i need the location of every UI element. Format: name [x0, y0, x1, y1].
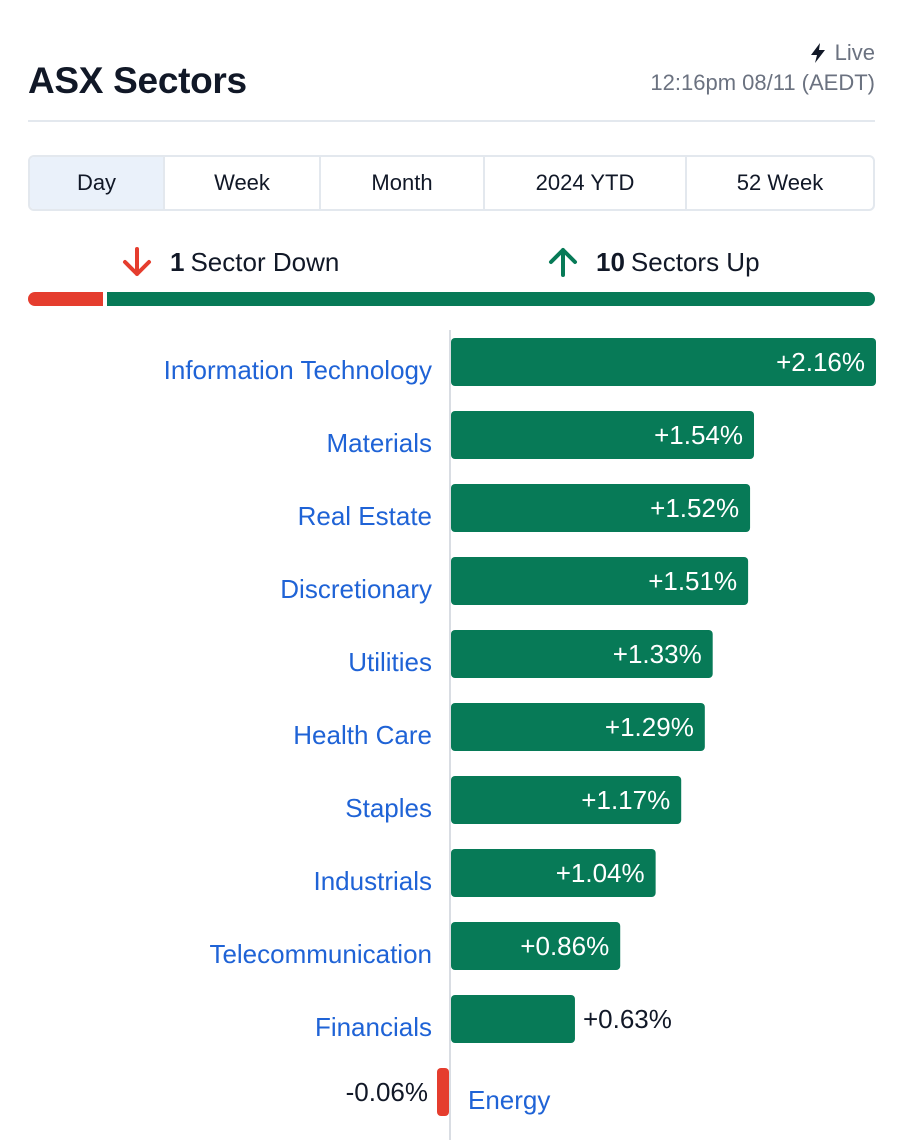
sector-label-financials[interactable]: Financials	[315, 1012, 432, 1042]
value-label-utilities: +1.33%	[613, 639, 702, 669]
bar-discretionary	[451, 557, 749, 605]
sector-label-utilities[interactable]: Utilities	[348, 647, 432, 677]
tab-52-week[interactable]: 52 Week	[736, 170, 824, 195]
value-label-energy: -0.06%	[346, 1077, 428, 1107]
sector-label-industrials[interactable]: Industrials	[314, 866, 433, 896]
bar-information-technology	[451, 338, 876, 386]
value-label-discretionary: +1.51%	[648, 566, 737, 596]
tab-week[interactable]: Week	[165, 157, 321, 209]
value-label-information-technology: +2.16%	[776, 347, 865, 377]
sectors-up-label: Sectors Up	[630, 246, 760, 277]
arrow-down-icon	[123, 247, 151, 276]
sector-performance-chart: Information Technology +2.16% Materials +1.…	[164, 330, 876, 1140]
bar-energy	[437, 1068, 449, 1116]
live-indicator: Live	[809, 40, 875, 66]
sector-label-information-technology[interactable]: Information Technology	[164, 355, 432, 385]
bar-financials	[451, 995, 575, 1043]
bar-materials	[451, 411, 755, 459]
sectors-down-summary: 1 Sector Down	[120, 240, 339, 284]
bar-real-estate	[451, 484, 751, 532]
sectors-down-label: Sector Down	[190, 246, 340, 277]
sector-label-materials[interactable]: Materials	[327, 428, 432, 458]
tab-month[interactable]: Month	[321, 157, 485, 209]
value-label-materials: +1.54%	[654, 420, 743, 450]
sector-label-health-care[interactable]: Health Care	[293, 720, 432, 750]
value-label-industrials: +1.04%	[556, 858, 645, 888]
breadth-bar-up	[107, 292, 875, 306]
tab-day[interactable]: Day	[30, 157, 165, 209]
sector-label-staples[interactable]: Staples	[345, 793, 432, 823]
value-label-health-care: +1.29%	[605, 712, 694, 742]
value-label-telecommunication: +0.86%	[520, 931, 609, 961]
sectors-up-count: 10	[596, 246, 625, 277]
sector-label-energy[interactable]: Energy	[468, 1085, 550, 1115]
sector-label-telecommunication[interactable]: Telecommunication	[209, 939, 432, 969]
breadth-bar-down	[28, 292, 103, 306]
value-label-financials: +0.63%	[583, 1004, 672, 1034]
bar-health-care	[451, 703, 705, 751]
tab-2024-ytd[interactable]: 2024 YTD	[485, 157, 687, 209]
value-label-staples: +1.17%	[581, 785, 670, 815]
breadth-bar	[28, 292, 875, 306]
period-tabs: Day Week Month 2024 YTD 52 Week	[28, 155, 875, 211]
bar-utilities	[451, 630, 713, 678]
value-label-real-estate: +1.52%	[650, 493, 739, 523]
timestamp: 12:16pm 08/11 (AEDT)	[650, 70, 875, 95]
bar-industrials	[451, 849, 656, 897]
sector-label-real-estate[interactable]: Real Estate	[298, 501, 432, 531]
page-title: ASX Sectors	[28, 60, 247, 101]
lightning-icon	[810, 43, 825, 63]
header: ASX Sectors Live 12:16pm 08/11 (AEDT)	[28, 36, 875, 122]
bar-staples	[451, 776, 682, 824]
bar-telecommunication	[451, 922, 621, 970]
sector-label-discretionary[interactable]: Discretionary	[280, 574, 432, 604]
sectors-down-count: 1	[170, 246, 185, 277]
arrow-up-icon	[549, 248, 577, 277]
sectors-up-summary: 10 Sectors Up	[546, 240, 760, 284]
live-label: Live	[834, 40, 875, 65]
